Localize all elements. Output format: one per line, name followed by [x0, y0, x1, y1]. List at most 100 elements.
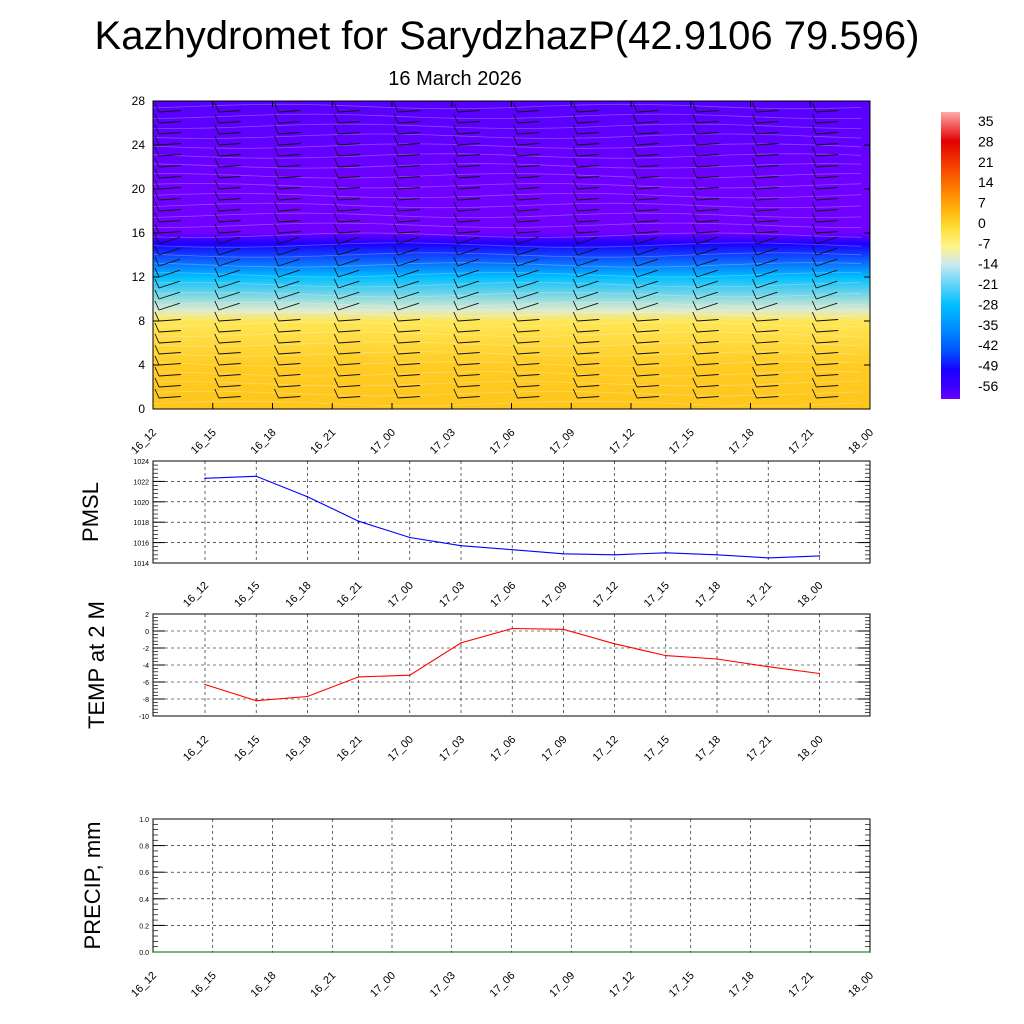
y-tick-label: 1024 [133, 459, 149, 466]
wind-barb [692, 234, 718, 245]
wind-barb [453, 234, 479, 245]
x-tick-label: 18_00 [795, 580, 825, 610]
wind-barb [333, 267, 360, 278]
wind-barb [274, 190, 301, 201]
wind-barb [811, 355, 839, 366]
wind-barb [393, 377, 420, 388]
wind-barb [811, 366, 839, 377]
wind-barb [752, 278, 778, 289]
y-tick-label: 12 [132, 270, 146, 284]
wind-barb [274, 388, 301, 399]
wind-barb [274, 311, 301, 322]
wind-barb [752, 300, 778, 311]
x-tick-label: 16_21 [308, 427, 338, 457]
wind-barb [632, 179, 659, 190]
contour-line [153, 232, 862, 238]
wind-barb [572, 377, 600, 388]
wind-barb [453, 146, 480, 157]
y-tick-label: 1018 [133, 520, 149, 527]
temp-2m-chart: -10 -8 -6 -4 -2 0 2 16_12 16_15 16_18 16_21 17_00 17… [84, 601, 871, 764]
data-point [665, 552, 667, 554]
wind-barb [274, 179, 301, 190]
wind-barb [872, 367, 898, 376]
wind-barb [632, 267, 659, 278]
colorbar: 35 28 21 14 7 0 -7 -14 -21 -28 -35 -42 -49 -56 [941, 112, 998, 399]
contour-line [153, 262, 862, 268]
wind-barb [214, 377, 241, 388]
wind-barb [154, 366, 181, 377]
data-point [306, 495, 309, 498]
data-point [357, 520, 360, 522]
wind-barb [274, 300, 300, 311]
wind-barb [572, 333, 600, 344]
page-subtitle: 16 March 2026 [388, 68, 522, 90]
wind-barb [393, 333, 420, 344]
wind-barb [632, 344, 659, 355]
wind-barb [333, 377, 361, 388]
wind-barb [572, 223, 600, 234]
wind-barb [872, 345, 898, 354]
colorbar-fill [941, 112, 960, 399]
wind-barb [872, 246, 897, 255]
wind-barb [811, 311, 839, 322]
y-tick-label: -6 [143, 680, 149, 687]
wind-barb [632, 366, 659, 377]
wind-barb [393, 135, 420, 146]
colorbar-label: -42 [978, 337, 998, 353]
wind-barb [572, 102, 600, 113]
wind-barb [872, 103, 898, 112]
y-tick-label: 8 [138, 314, 145, 328]
wind-barb [214, 223, 241, 234]
data-point [809, 951, 812, 953]
wind-barb [752, 223, 779, 234]
wind-barb [274, 256, 300, 267]
wind-barb [333, 234, 360, 245]
wind-barb [692, 245, 718, 256]
wind-barb [752, 289, 778, 300]
y-tick-label: 0.0 [139, 950, 149, 957]
wind-barb [513, 322, 540, 333]
x-tick-label: 17_06 [488, 970, 518, 1000]
wind-barb [632, 289, 659, 300]
y-axis-title: PRECIP, mm [80, 822, 105, 950]
wind-barb [333, 190, 361, 201]
wind-barb [214, 124, 241, 135]
wind-barb [214, 135, 241, 146]
colorbar-label: -7 [978, 235, 991, 251]
colorbar-label: -14 [978, 256, 998, 272]
x-tick-label: 16_12 [181, 734, 211, 764]
data-point [869, 951, 871, 953]
data-point [391, 951, 393, 953]
wind-barb [572, 124, 600, 135]
data-point [212, 951, 214, 953]
wind-barb [333, 311, 361, 322]
wind-barb [872, 114, 898, 123]
y-tick-label: 28 [132, 94, 146, 108]
contour-line [153, 153, 862, 159]
data-point [271, 951, 274, 953]
wind-barb [453, 179, 480, 190]
wind-barb [393, 234, 420, 245]
colorbar-label: 7 [978, 195, 986, 211]
wind-barb [453, 135, 480, 146]
wind-barb [274, 102, 301, 113]
wind-barb [393, 146, 420, 157]
contour-line [153, 123, 862, 129]
wind-barb [154, 113, 181, 124]
wind-barb [333, 113, 361, 124]
wind-barb [453, 311, 480, 322]
wind-barb [393, 388, 420, 399]
wind-barb [274, 355, 301, 366]
wind-barb [692, 311, 719, 322]
wind-barb [632, 157, 659, 168]
wind-barb [572, 113, 600, 124]
wind-barb [632, 168, 659, 179]
wind-barb [393, 124, 420, 135]
wind-barb [393, 157, 420, 168]
wind-barb [333, 223, 361, 234]
data-point [510, 951, 513, 953]
wind-barb [333, 102, 361, 113]
y-tick-label: 1014 [133, 561, 149, 568]
wind-barb [811, 157, 839, 168]
wind-barb [513, 366, 540, 377]
